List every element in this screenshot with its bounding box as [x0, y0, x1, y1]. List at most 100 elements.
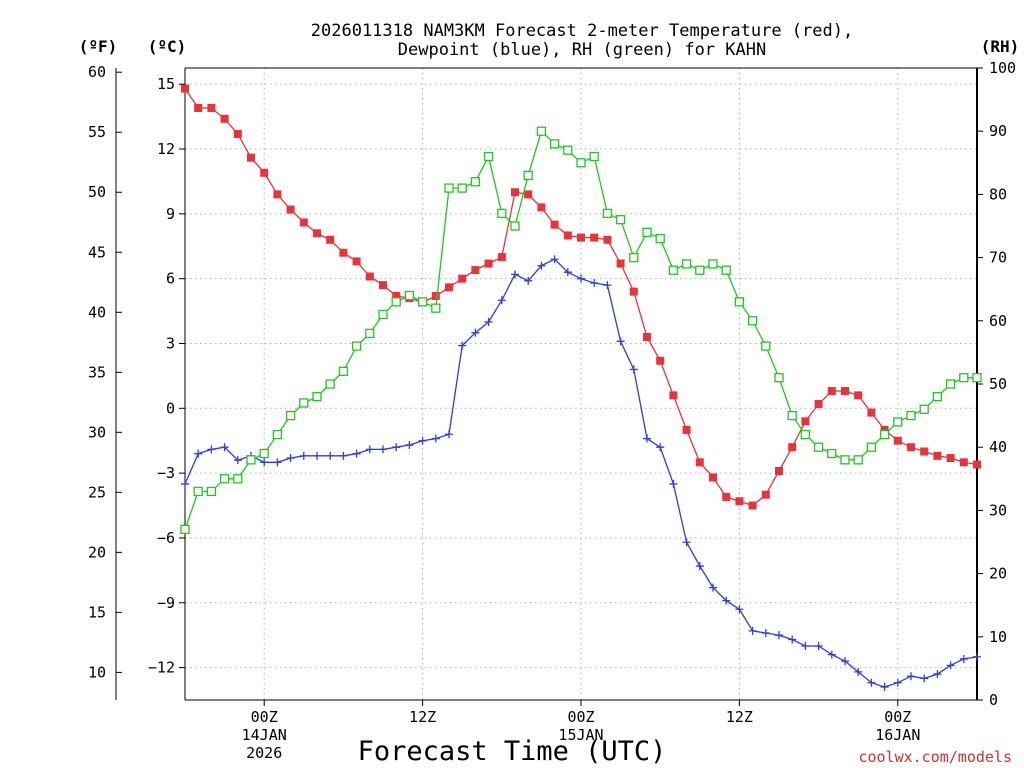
celsius-tick-label: −3 [157, 464, 175, 482]
dewpoint-point [973, 652, 981, 661]
dewpoint-point [709, 583, 717, 592]
temperature-point [590, 233, 599, 242]
fahrenheit-tick-label: 15 [88, 603, 106, 621]
temperature-point [841, 387, 849, 396]
rh-point [338, 366, 349, 377]
rh-tick-label: 60 [989, 312, 1007, 330]
temperature-point [867, 408, 876, 417]
temperature-point [392, 291, 401, 300]
temperature-point [973, 460, 981, 469]
temperature-point [365, 272, 374, 281]
rh-point [417, 297, 428, 307]
celsius-tick-label: 15 [157, 75, 175, 93]
dewpoint-point [194, 449, 203, 458]
temperature-point [563, 231, 572, 240]
rh-point [206, 486, 217, 497]
dewpoint-point [286, 454, 295, 463]
celsius-tick-label: −9 [157, 594, 175, 612]
dewpoint-point [563, 268, 572, 277]
celsius-tick-label: 9 [166, 205, 175, 223]
fahrenheit-tick-label: 10 [88, 663, 106, 681]
rh-point [589, 151, 599, 162]
dewpoint-point [695, 562, 704, 571]
dewpoint-point [471, 328, 480, 337]
rh-point [470, 177, 481, 187]
temperature-point [893, 436, 902, 445]
dewpoint-point [537, 261, 546, 270]
dewpoint-point [458, 341, 467, 350]
dewpoint-point [722, 596, 731, 605]
dewpoint-point [682, 538, 691, 547]
rh-tick-label: 70 [989, 249, 1007, 267]
rh-point [510, 221, 520, 231]
temperature-point [669, 391, 678, 400]
x-tick-label: 00Z [567, 708, 594, 726]
rh-point [351, 341, 362, 351]
series [180, 84, 982, 692]
rh-point [853, 455, 863, 465]
temperature-point [247, 153, 255, 162]
rh-point [866, 442, 877, 452]
temperature-point [959, 458, 968, 467]
dewpoint-point [431, 434, 440, 443]
rh-point [813, 442, 824, 452]
celsius-unit-label: (ºC) [148, 37, 187, 56]
temperature-point [445, 283, 453, 292]
fahrenheit-tick-label: 50 [88, 183, 106, 201]
dewpoint-point [405, 441, 414, 450]
rh-point [312, 391, 322, 402]
dewpoint-point [524, 276, 533, 285]
rh-point [800, 429, 811, 440]
temperature-point [722, 492, 731, 501]
rh-point [404, 290, 415, 301]
dewpoint-point [352, 449, 361, 458]
rh-point [246, 455, 256, 465]
dewpoint-point [761, 629, 770, 638]
dewpoint-point [656, 443, 665, 452]
rh-point [721, 265, 731, 275]
fahrenheit-unit-label: (ºF) [79, 37, 118, 56]
temperature-point [682, 425, 691, 434]
dewpoint-point [260, 458, 269, 467]
rh-point [483, 151, 494, 162]
rh-point [945, 379, 956, 389]
rh-point [919, 404, 929, 414]
dewpoint-point [418, 436, 427, 445]
x-tick-label: 14JAN [242, 726, 287, 744]
rh-point [233, 474, 243, 484]
dewpoint-point [233, 456, 242, 465]
dewpoint-point [841, 657, 849, 666]
rh-point [906, 410, 916, 421]
rh-point [180, 524, 190, 535]
temperature-point [273, 190, 282, 199]
dewpoint-point [445, 430, 453, 439]
celsius-tick-label: −12 [148, 659, 175, 677]
dewpoint-point [959, 654, 968, 663]
temperature-point [814, 399, 823, 408]
dewpoint-point [827, 650, 836, 659]
dewpoint-point [497, 296, 506, 305]
temperature-point [260, 168, 269, 177]
dewpoint-point [511, 270, 519, 279]
dewpoint-point [577, 274, 585, 283]
rh-point [629, 252, 639, 263]
temperature-point [550, 220, 559, 229]
rh-point [444, 183, 454, 193]
dewpoint-point [590, 278, 599, 287]
rh-tick-label: 100 [989, 59, 1016, 77]
dewpoint-point [643, 434, 651, 443]
rh-point [668, 265, 679, 275]
fahrenheit-tick-label: 25 [88, 483, 106, 501]
rh-point [695, 265, 705, 275]
dewpoint-point [207, 445, 216, 454]
temperature-point [299, 218, 308, 227]
temperature-point [194, 103, 203, 112]
rh-point [549, 139, 560, 149]
temperature-point [511, 188, 519, 197]
rh-tick-label: 0 [989, 691, 998, 709]
temperature-point [484, 259, 493, 268]
rh-tick-label: 90 [989, 122, 1007, 140]
fahrenheit-tick-label: 45 [88, 243, 106, 261]
